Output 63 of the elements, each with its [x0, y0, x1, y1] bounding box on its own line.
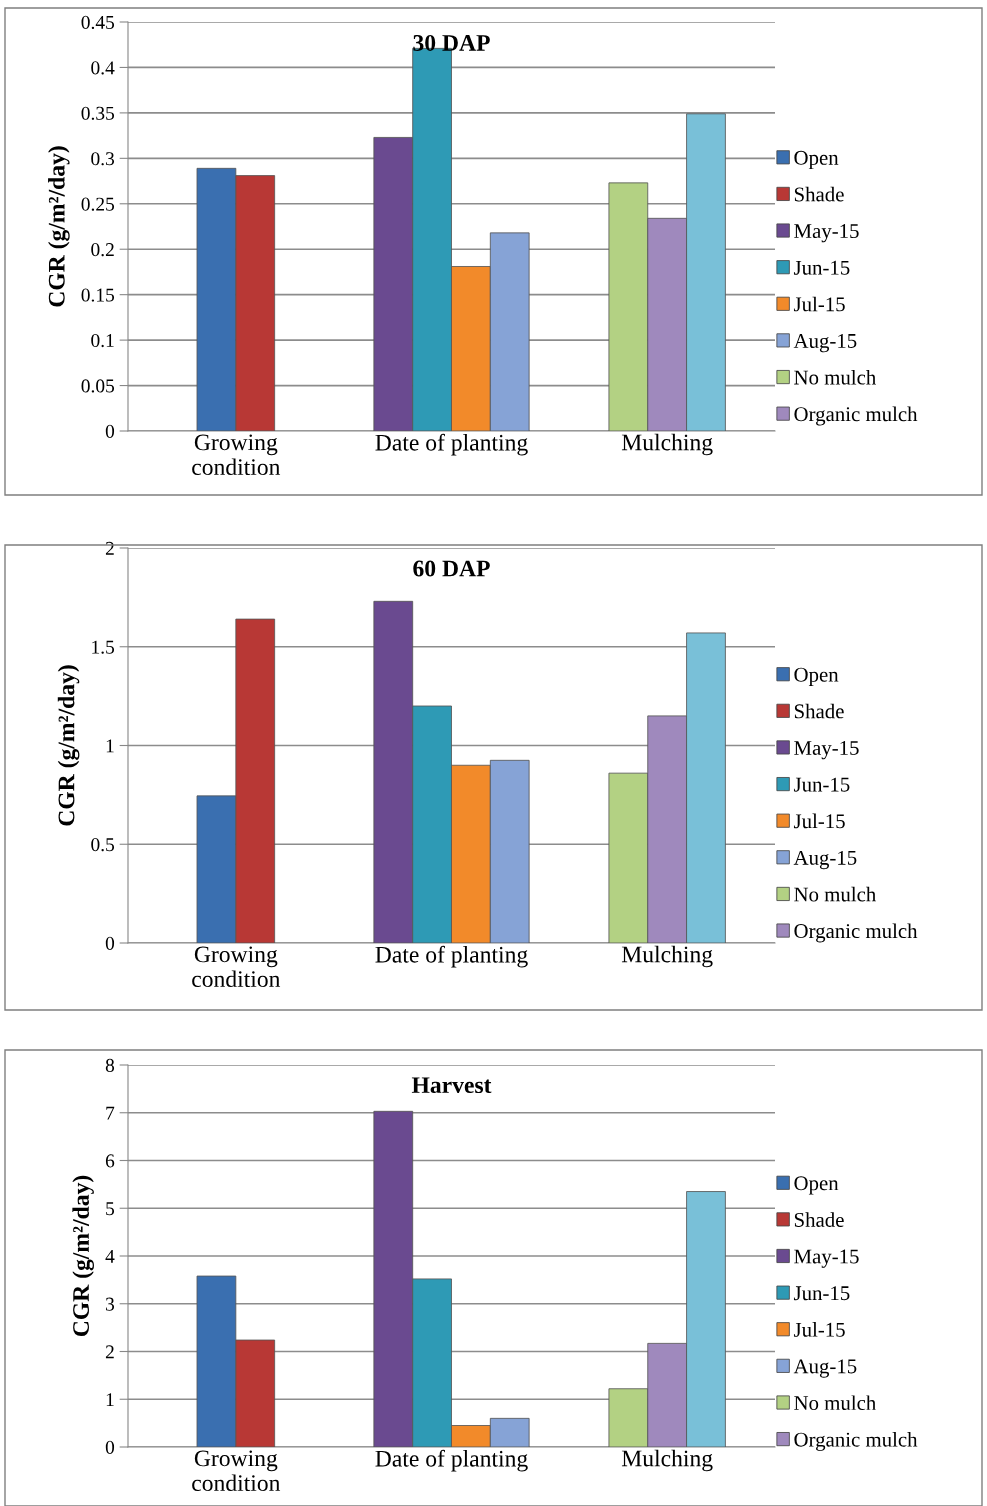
legend-label: Aug-15 [793, 333, 857, 353]
y-tick-label: 0.4 [91, 61, 115, 75]
y-tick-label: 4 [105, 1249, 115, 1263]
y-tick-label: 0.5 [91, 838, 115, 852]
chart-title: 30 DAP [413, 34, 490, 51]
y-axis-title: CGR (g/m²/day) [72, 1175, 94, 1337]
y-tick-label: 3 [106, 1297, 115, 1311]
x-tick-label: Date of planting [375, 945, 528, 968]
x-tick-label: Mulching [621, 433, 713, 456]
x-tick-label: Mulching [621, 1449, 713, 1472]
legend-label: Open [794, 150, 839, 170]
legend-label: Jul-15 [793, 813, 845, 829]
legend-label: Open [794, 667, 839, 686]
legend-label: Organic mulch [794, 406, 918, 426]
legend-label: May-15 [794, 741, 859, 760]
y-tick-label: 0 [105, 424, 115, 438]
y-tick-label: 0.35 [81, 106, 115, 120]
legend-label: Jun-15 [793, 777, 850, 792]
chart-title: 60 DAP [413, 560, 490, 577]
y-tick-label: 2 [105, 1345, 114, 1359]
legend-label: Jul-15 [793, 1322, 845, 1337]
y-tick-label: 0.15 [81, 288, 115, 302]
x-tick-label: Growing condition [192, 946, 281, 988]
chart-title: Harvest [411, 1077, 492, 1094]
y-tick-label: 0.2 [91, 243, 114, 257]
y-tick-label: 1.5 [92, 640, 115, 654]
y-tick-label: 1 [106, 739, 114, 753]
y-tick-label: 1 [106, 1393, 114, 1406]
y-tick-label: 0 [105, 936, 115, 950]
legend-label: Jul-15 [793, 296, 845, 312]
x-tick-label: Date of planting [375, 1449, 528, 1472]
y-tick-label: 5 [106, 1202, 115, 1216]
legend-label: May-15 [794, 224, 859, 243]
legend-label: Jun-15 [793, 1286, 850, 1301]
y-tick-label: 0.05 [81, 379, 115, 393]
y-tick-label: 0.45 [81, 15, 115, 30]
legend-label: No mulch [794, 886, 876, 902]
legend-label: Organic mulch [794, 923, 918, 943]
legend-label: Shade [794, 703, 844, 719]
legend-label: Jun-15 [793, 260, 850, 275]
legend-label: Shade [794, 186, 844, 202]
legend-label: Aug-15 [793, 850, 857, 870]
y-tick-label: 0.25 [81, 197, 115, 211]
y-tick-label: 2 [105, 541, 114, 555]
legend-label: Organic mulch [794, 1431, 918, 1451]
y-tick-label: 0 [105, 1440, 115, 1454]
x-tick-label: Growing condition [192, 434, 281, 476]
y-tick-label: 6 [105, 1154, 115, 1168]
y-tick-label: 0.1 [91, 333, 114, 348]
y-tick-label: 0.3 [91, 152, 115, 166]
legend-label: No mulch [794, 369, 876, 385]
legend-label: No mulch [794, 1395, 876, 1411]
legend-label: Shade [794, 1212, 844, 1227]
legend-label: Aug-15 [793, 1359, 857, 1378]
legend-label: Open [794, 1176, 839, 1195]
y-tick-label: 8 [105, 1058, 115, 1072]
y-tick-label: 7 [106, 1106, 115, 1120]
x-tick-label: Growing condition [192, 1450, 281, 1492]
x-tick-label: Date of planting [375, 433, 528, 456]
x-tick-label: Mulching [621, 945, 713, 968]
y-axis-title: CGR (g/m²/day) [57, 665, 80, 826]
legend-label: May-15 [794, 1249, 859, 1268]
y-axis-title: CGR (g/m²/day) [48, 146, 70, 307]
